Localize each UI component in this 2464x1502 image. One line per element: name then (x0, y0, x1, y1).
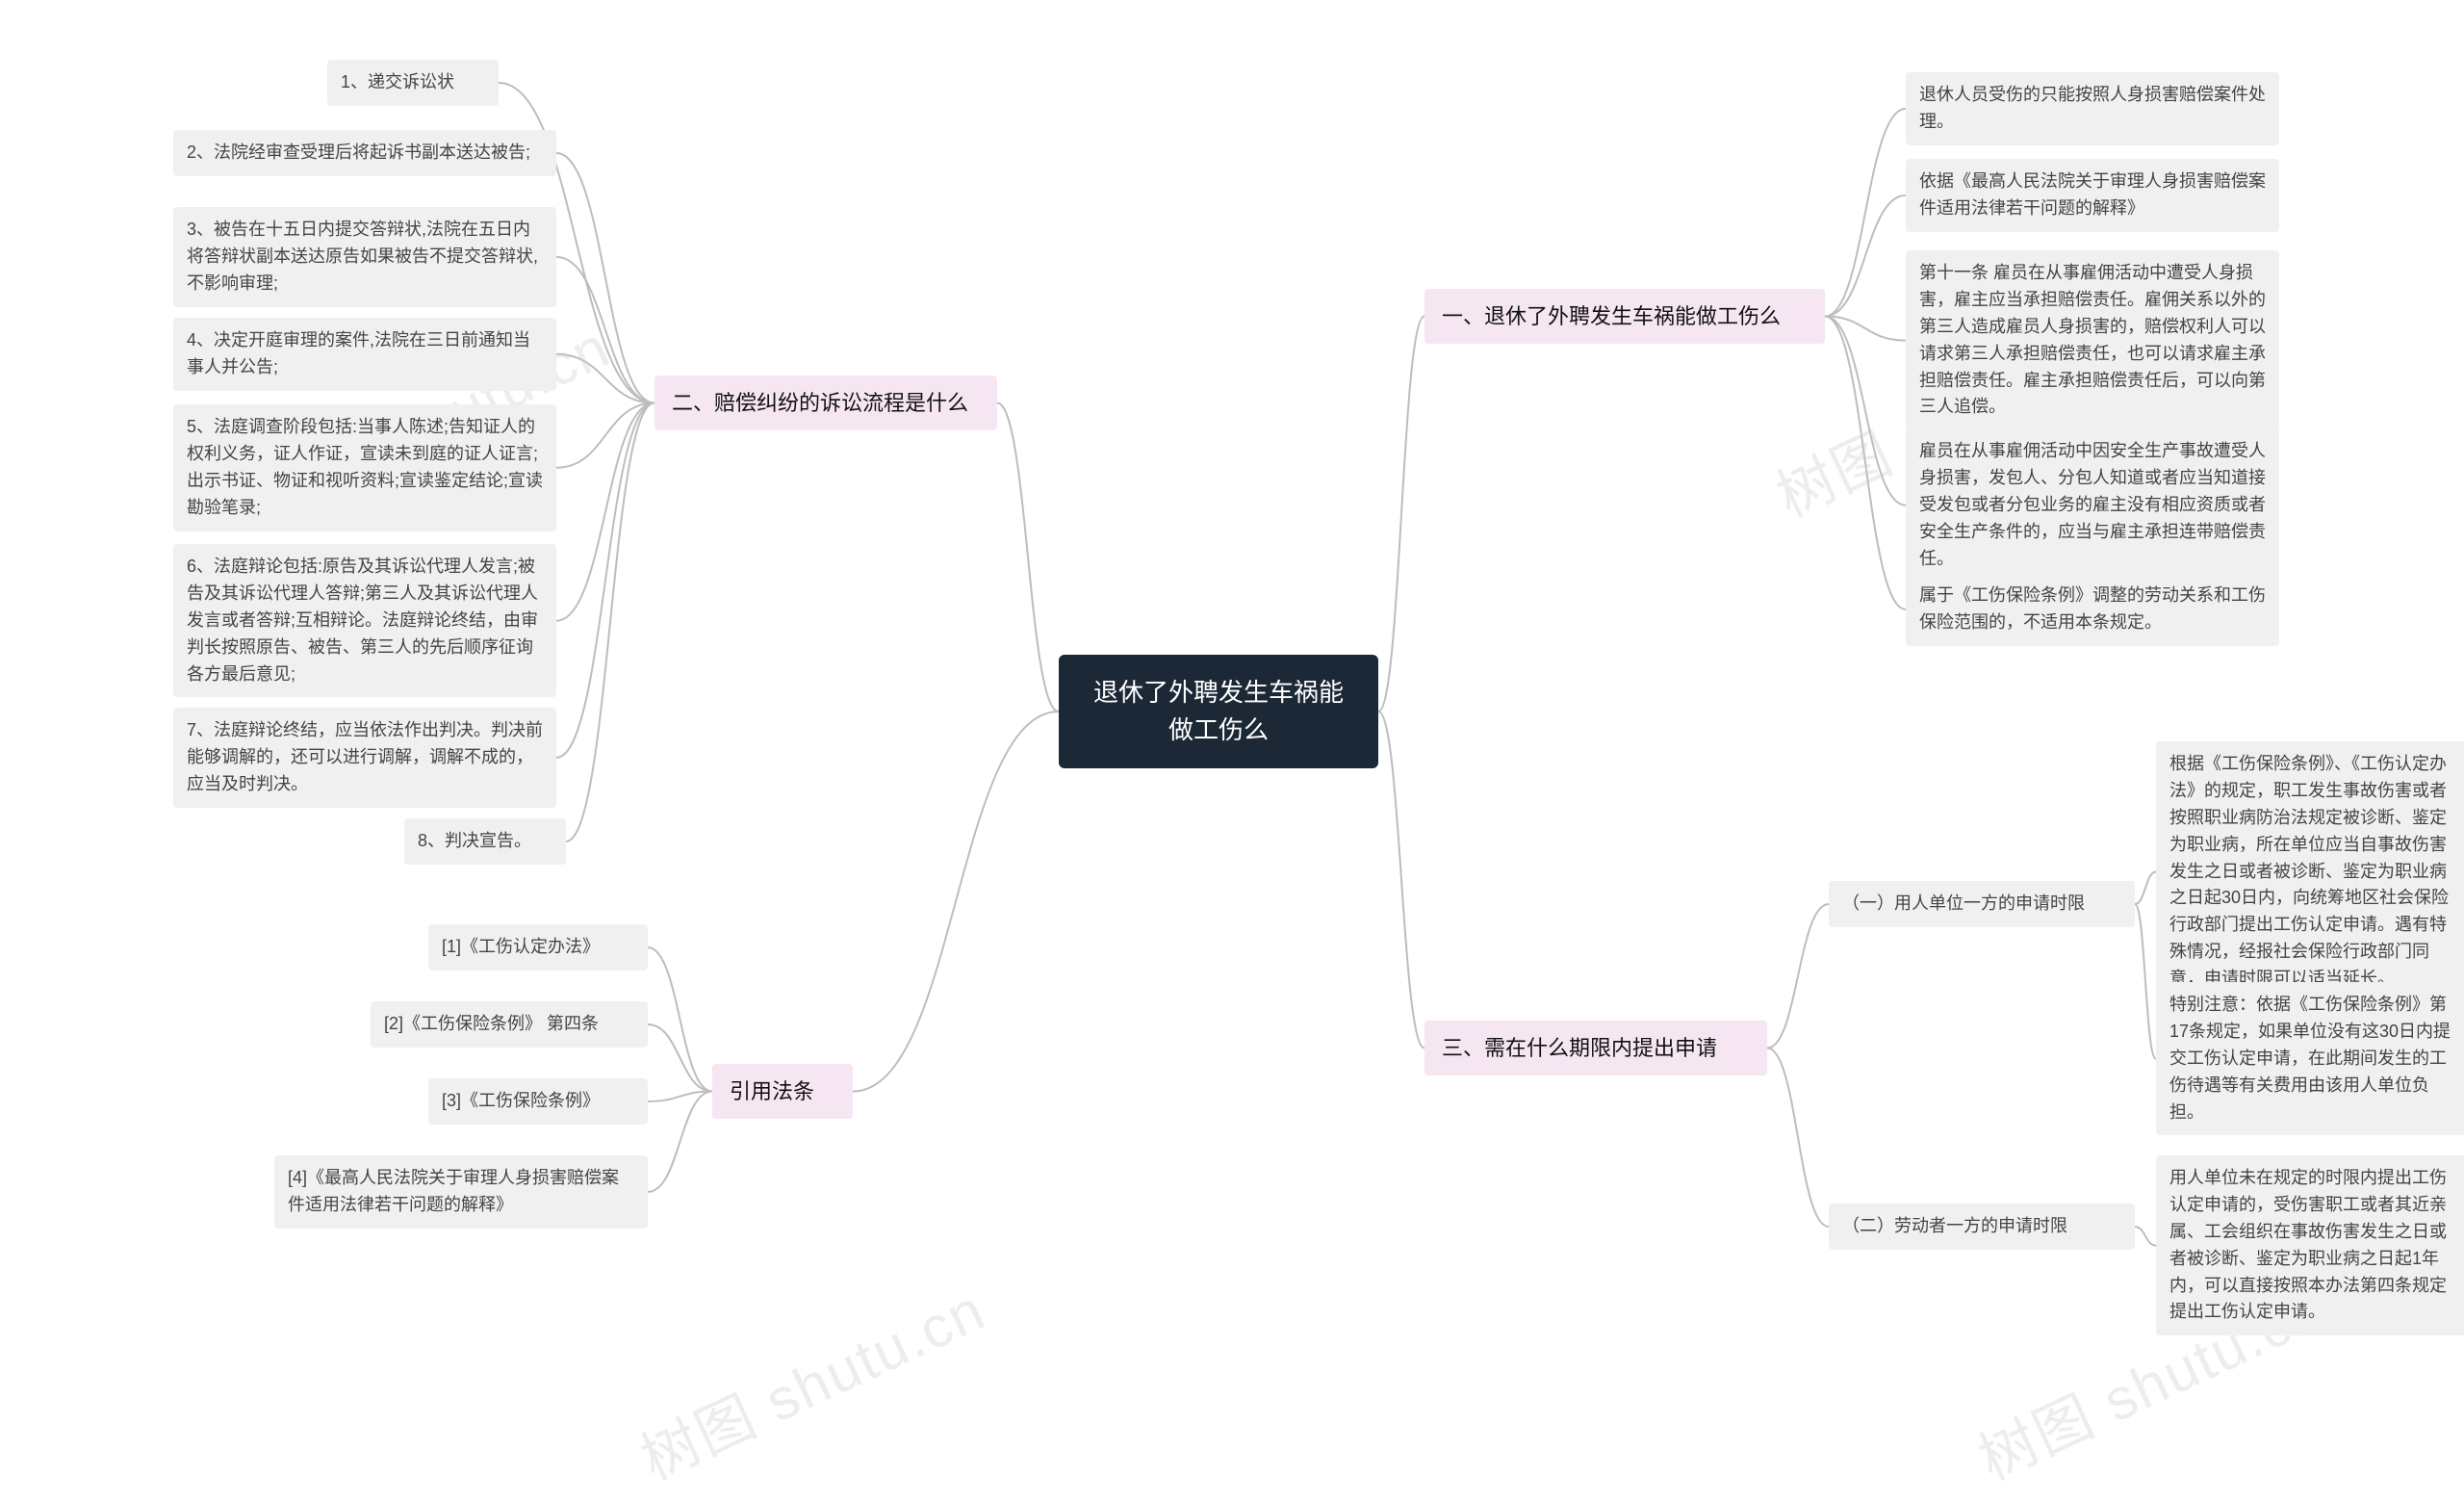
leaf-node: 7、法庭辩论终结，应当依法作出判决。判决前能够调解的，还可以进行调解，调解不成的… (173, 708, 556, 808)
leaf-node: 3、被告在十五日内提交答辩状,法院在五日内将答辩状副本送达原告如果被告不提交答辩… (173, 207, 556, 307)
watermark: 树图 shutu.cn (626, 1264, 997, 1497)
leaf-node: 特别注意：依据《工伤保险条例》第17条规定，如果单位没有这30日内提交工伤认定申… (2156, 982, 2464, 1135)
leaf-node: 用人单位未在规定的时限内提出工伤认定申请的，受伤害职工或者其近亲属、工会组织在事… (2156, 1155, 2464, 1335)
leaf-node: 退休人员受伤的只能按照人身损害赔偿案件处理。 (1906, 72, 2279, 145)
leaf-node: 8、判决宣告。 (404, 818, 566, 865)
leaf-node: 4、决定开庭审理的案件,法院在三日前通知当事人并公告; (173, 318, 556, 391)
leaf-node: [1]《工伤认定办法》 (428, 924, 648, 971)
branch-node: 二、赔偿纠纷的诉讼流程是什么 (654, 376, 997, 430)
leaf-node: 属于《工伤保险条例》调整的劳动关系和工伤保险范围的，不适用本条规定。 (1906, 573, 2279, 646)
leaf-node: 第十一条 雇员在从事雇佣活动中遭受人身损害，雇主应当承担赔偿责任。雇佣关系以外的… (1906, 250, 2279, 430)
leaf-node: [3]《工伤保险条例》 (428, 1078, 648, 1125)
sub-node: （一）用人单位一方的申请时限 (1829, 881, 2135, 927)
leaf-node: 5、法庭调查阶段包括:当事人陈述;告知证人的权利义务，证人作证，宣读未到庭的证人… (173, 404, 556, 531)
leaf-node: 1、递交诉讼状 (327, 60, 499, 106)
leaf-node: 雇员在从事雇佣活动中因安全生产事故遭受人身损害，发包人、分包人知道或者应当知道接… (1906, 428, 2279, 582)
leaf-node: 依据《最高人民法院关于审理人身损害赔偿案件适用法律若干问题的解释》 (1906, 159, 2279, 232)
leaf-node: 2、法院经审查受理后将起诉书副本送达被告; (173, 130, 556, 176)
root-node: 退休了外聘发生车祸能做工伤么 (1059, 655, 1378, 768)
leaf-node: [2]《工伤保险条例》 第四条 (371, 1001, 648, 1048)
sub-node: （二）劳动者一方的申请时限 (1829, 1204, 2135, 1250)
leaf-node: 6、法庭辩论包括:原告及其诉讼代理人发言;被告及其诉讼代理人答辩;第三人及其诉讼… (173, 544, 556, 697)
branch-node: 一、退休了外聘发生车祸能做工伤么 (1424, 289, 1825, 344)
leaf-node: [4]《最高人民法院关于审理人身损害赔偿案件适用法律若干问题的解释》 (274, 1155, 648, 1229)
branch-node: 三、需在什么期限内提出申请 (1424, 1021, 1767, 1075)
leaf-node: 根据《工伤保险条例》、《工伤认定办法》的规定，职工发生事故伤害或者按照职业病防治… (2156, 741, 2464, 1002)
branch-node: 引用法条 (712, 1064, 853, 1119)
